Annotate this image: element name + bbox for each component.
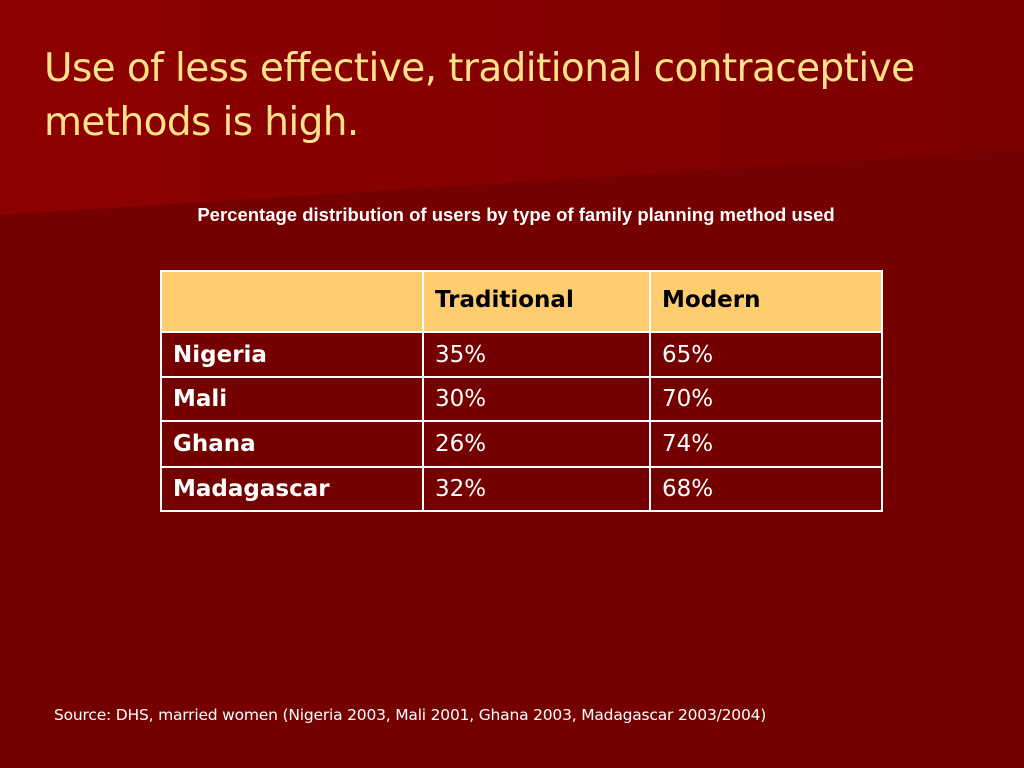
country-cell: Mali xyxy=(160,376,424,422)
modern-cell: 65% xyxy=(649,331,883,378)
modern-cell: 74% xyxy=(649,420,883,468)
table-row: Ghana 26% 74% xyxy=(160,420,883,468)
modern-cell: 68% xyxy=(649,466,883,512)
traditional-cell: 26% xyxy=(422,420,651,468)
country-cell: Nigeria xyxy=(160,331,424,378)
traditional-cell: 30% xyxy=(422,376,651,422)
table-row: Madagascar 32% 68% xyxy=(160,466,883,512)
header-band-edge xyxy=(0,150,1024,230)
data-table: Traditional Modern Nigeria 35% 65% Mali … xyxy=(160,270,883,512)
table-row: Mali 30% 70% xyxy=(160,376,883,422)
source-note: Source: DHS, married women (Nigeria 2003… xyxy=(54,706,767,724)
header-cell-traditional: Traditional xyxy=(422,270,651,333)
slide-title: Use of less effective, traditional contr… xyxy=(44,46,915,145)
table-row: Nigeria 35% 65% xyxy=(160,331,883,378)
country-cell: Madagascar xyxy=(160,466,424,512)
traditional-cell: 35% xyxy=(422,331,651,378)
country-cell: Ghana xyxy=(160,420,424,468)
header-cell-empty xyxy=(160,270,424,333)
header-cell-modern: Modern xyxy=(649,270,883,333)
modern-cell: 70% xyxy=(649,376,883,422)
traditional-cell: 32% xyxy=(422,466,651,512)
table-header-row: Traditional Modern xyxy=(160,270,883,333)
table-caption: Percentage distribution of users by type… xyxy=(197,204,835,225)
